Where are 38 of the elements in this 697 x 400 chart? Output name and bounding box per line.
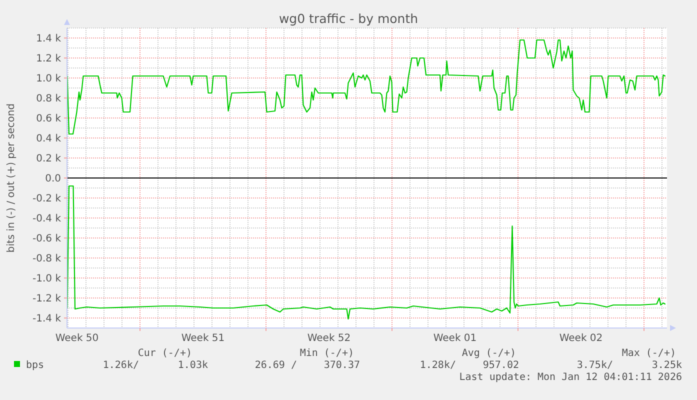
text: 1.28k/ [420, 360, 456, 371]
text: 3.25k [652, 360, 682, 371]
text: 26.69 / [254, 360, 297, 371]
y-tick-label: -0.2 k [32, 194, 62, 204]
y-tick-label: -1.0 k [32, 274, 62, 284]
y-tick-label: -0.8 k [32, 254, 62, 264]
text: Last update: Mon Jan 12 04:01:11 2026 [459, 372, 682, 383]
text: Min (-/+) [300, 348, 354, 359]
y-tick-label: 1.2 k [36, 54, 62, 64]
chart-title: wg0 traffic - by month [278, 11, 418, 26]
y-tick-label: 0.8 k [36, 94, 62, 104]
y-tick-label: -1.2 k [32, 294, 62, 304]
y-tick-label: -0.6 k [32, 234, 62, 244]
y-tick-label: 1.4 k [36, 34, 62, 44]
text: Cur (-/+) [138, 348, 192, 359]
y-tick-label: 0.0 [45, 174, 61, 184]
text: Max (-/+) [622, 348, 676, 359]
x-tick-label: Week 01 [433, 333, 477, 344]
y-axis-title: bits in (-) / out (+) per second [6, 103, 17, 253]
x-tick-label: Week 02 [559, 333, 603, 344]
line-series [66, 185, 666, 320]
x-tick-label: Week 50 [55, 333, 99, 344]
x-tick-label: Week 52 [307, 333, 351, 344]
y-tick-label: 0.6 k [36, 114, 62, 124]
text: 1.03k [178, 360, 208, 371]
y-tick-label: 1.0 k [36, 74, 62, 84]
y-tick-label: 0.4 k [36, 134, 62, 144]
text: Avg (-/+) [462, 348, 516, 359]
legend-label: bps [26, 360, 44, 371]
x-tick-label: Week 51 [181, 333, 225, 344]
text: 957.02 [482, 360, 519, 371]
y-tick-label: -1.4 k [32, 314, 62, 324]
text: 1.26k/ [102, 360, 139, 371]
y-tick-label: -0.4 k [32, 214, 62, 224]
y-tick-label: 0.2 k [36, 154, 62, 164]
text: 3.75k/ [576, 360, 613, 371]
line-series [66, 39, 666, 135]
text: 370.37 [324, 360, 360, 371]
